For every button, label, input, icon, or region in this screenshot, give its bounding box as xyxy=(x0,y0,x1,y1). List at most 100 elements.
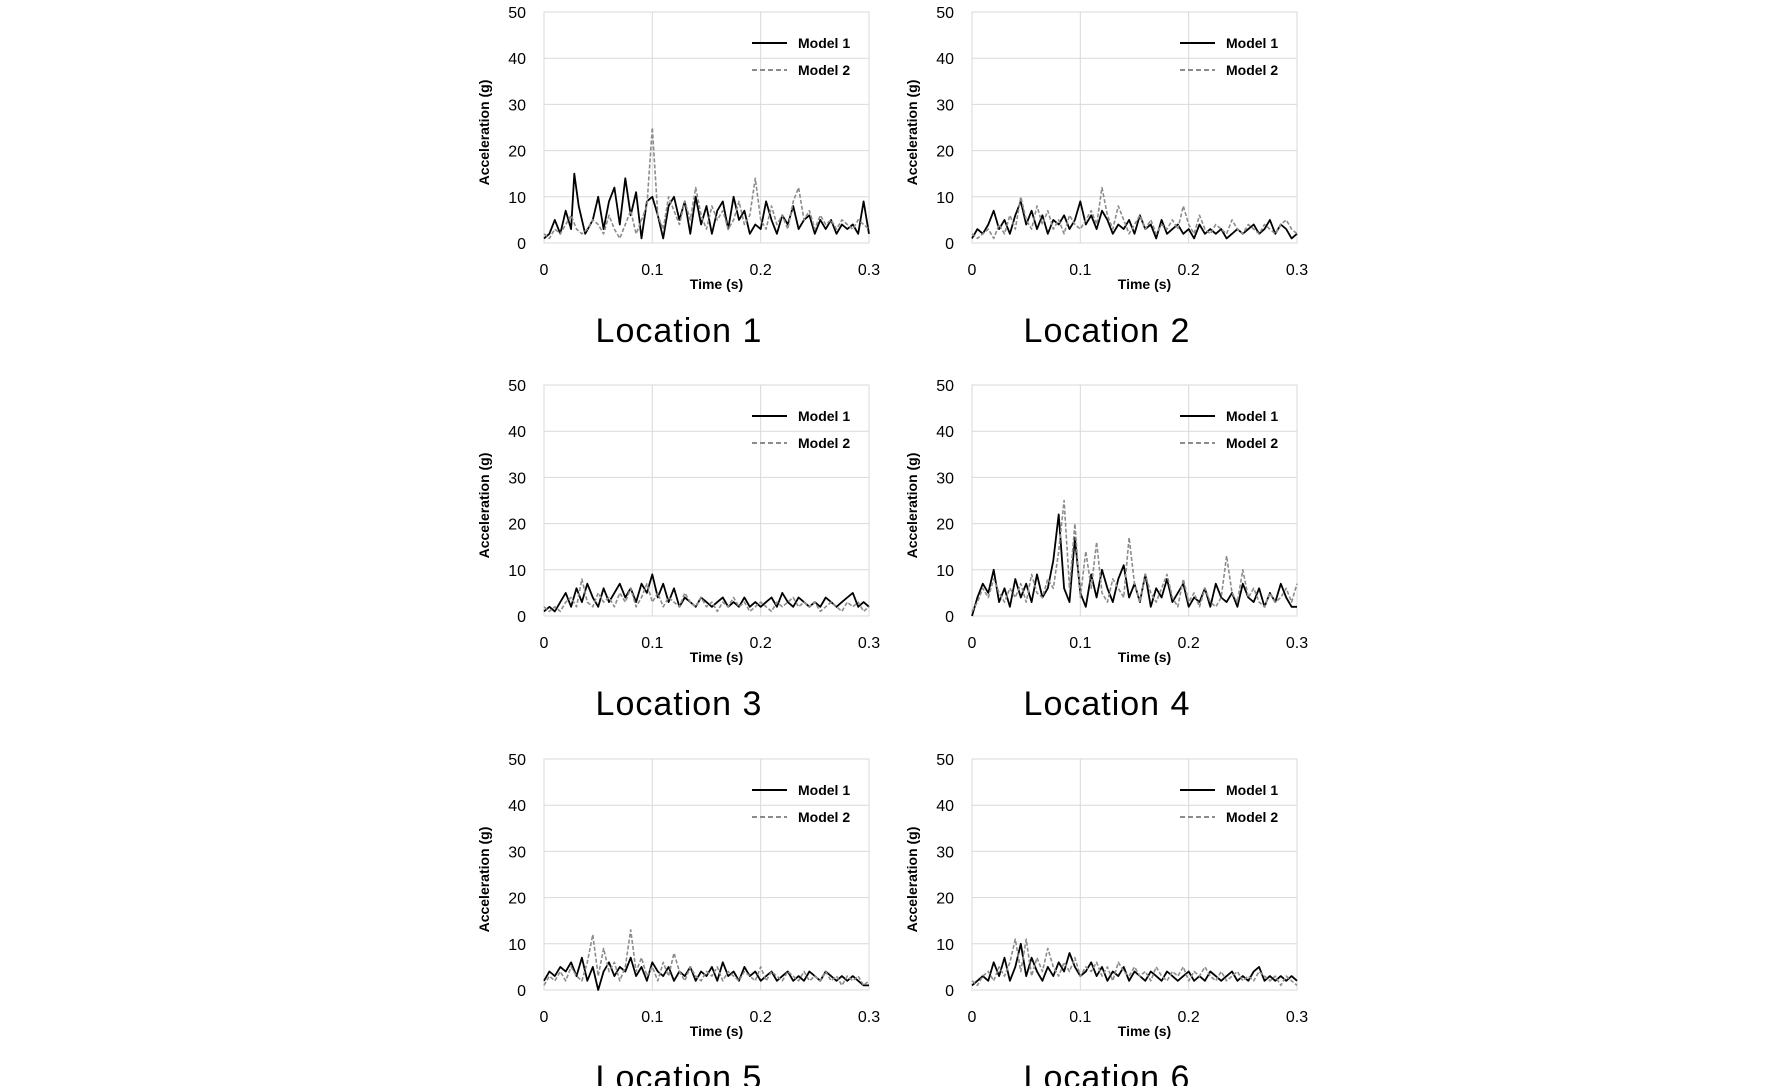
y-tick-label: 0 xyxy=(517,609,526,626)
x-tick-label: 0 xyxy=(540,635,549,652)
y-tick-label: 0 xyxy=(945,983,954,1000)
y-tick-label: 10 xyxy=(936,190,954,207)
legend-label: Model 2 xyxy=(798,435,850,451)
series-line-model-2 xyxy=(543,126,870,240)
x-tick-label: 0.2 xyxy=(750,635,772,652)
y-tick-label: 10 xyxy=(508,190,526,207)
chart-panel-2: 0 10 20 30 40 50 0 0.1 0.2 0.3 Time (s) Acceleratio… xyxy=(904,5,1308,350)
series-line-model-1 xyxy=(543,172,870,240)
y-tick-label: 50 xyxy=(936,5,954,22)
y-tick-label: 40 xyxy=(936,51,954,68)
y-tick-label: 10 xyxy=(936,937,954,954)
x-tick-label: 0 xyxy=(968,1009,977,1026)
y-tick-label: 30 xyxy=(508,844,526,861)
chart-panel-4: 0 10 20 30 40 50 0 0.1 0.2 0.3 Time (s) Acceleratio… xyxy=(904,378,1308,723)
x-tick-label: 0.2 xyxy=(1178,635,1200,652)
series-line-model-2 xyxy=(971,186,1298,240)
legend-label: Model 2 xyxy=(798,809,850,825)
y-tick-label: 20 xyxy=(508,891,526,908)
x-tick-label: 0.1 xyxy=(1069,262,1091,279)
legend-label: Model 1 xyxy=(1226,408,1278,424)
plot-area xyxy=(971,758,1298,991)
chart-panel-5: 0 10 20 30 40 50 0 0.1 0.2 0.3 Time (s) Acceleratio… xyxy=(476,752,880,1086)
x-axis-title: Time (s) xyxy=(690,649,743,665)
x-tick-label: 0.3 xyxy=(858,635,880,652)
x-tick-label: 0.3 xyxy=(858,262,880,279)
y-tick-label: 50 xyxy=(508,752,526,769)
x-axis-title: Time (s) xyxy=(1118,1023,1171,1039)
x-tick-label: 0.3 xyxy=(1286,1009,1308,1026)
y-tick-label: 30 xyxy=(936,844,954,861)
panel-caption: Location 1 xyxy=(596,312,763,350)
y-tick-label: 20 xyxy=(936,144,954,161)
y-tick-label: 50 xyxy=(508,378,526,395)
legend-label: Model 1 xyxy=(798,408,850,424)
x-tick-label: 0.1 xyxy=(1069,1009,1091,1026)
legend-label: Model 1 xyxy=(1226,782,1278,798)
y-tick-label: 30 xyxy=(936,97,954,114)
series-line-model-2 xyxy=(971,499,1298,612)
y-tick-label: 20 xyxy=(936,891,954,908)
chart-panel-3: 0 10 20 30 40 50 0 0.1 0.2 0.3 Time (s) Acceleratio… xyxy=(476,378,880,723)
legend-label: Model 1 xyxy=(798,35,850,51)
legend-label: Model 2 xyxy=(798,62,850,78)
x-tick-label: 0.3 xyxy=(1286,262,1308,279)
x-tick-label: 0.2 xyxy=(1178,1009,1200,1026)
x-tick-label: 0 xyxy=(968,635,977,652)
x-axis-title: Time (s) xyxy=(690,276,743,292)
x-tick-label: 0.1 xyxy=(641,635,663,652)
y-tick-label: 20 xyxy=(936,517,954,534)
y-axis-title: Acceleration (g) xyxy=(904,827,920,933)
panel-caption: Location 4 xyxy=(1024,685,1191,723)
y-axis-title: Acceleration (g) xyxy=(904,80,920,186)
x-axis-title: Time (s) xyxy=(690,1023,743,1039)
y-tick-label: 50 xyxy=(508,5,526,22)
x-tick-label: 0 xyxy=(540,1009,549,1026)
y-tick-label: 0 xyxy=(945,236,954,253)
y-axis-title: Acceleration (g) xyxy=(476,80,492,186)
panel-caption: Location 6 xyxy=(1024,1059,1191,1086)
y-tick-label: 30 xyxy=(508,97,526,114)
x-tick-label: 0.1 xyxy=(641,1009,663,1026)
x-tick-label: 0.3 xyxy=(1286,635,1308,652)
x-tick-label: 0.2 xyxy=(1178,262,1200,279)
x-tick-label: 0.3 xyxy=(858,1009,880,1026)
legend-label: Model 2 xyxy=(1226,809,1278,825)
y-tick-label: 0 xyxy=(517,236,526,253)
plot-area xyxy=(971,11,1298,244)
y-tick-label: 40 xyxy=(936,798,954,815)
y-axis-title: Acceleration (g) xyxy=(904,453,920,559)
x-tick-label: 0.1 xyxy=(641,262,663,279)
panel-caption: Location 2 xyxy=(1024,312,1191,350)
y-axis-title: Acceleration (g) xyxy=(476,453,492,559)
y-axis-title: Acceleration (g) xyxy=(476,827,492,933)
y-tick-label: 40 xyxy=(508,798,526,815)
legend-label: Model 1 xyxy=(798,782,850,798)
plot-area xyxy=(543,11,870,244)
y-tick-label: 50 xyxy=(936,378,954,395)
series-line-model-2 xyxy=(971,938,1298,987)
legend-label: Model 2 xyxy=(1226,435,1278,451)
legend-label: Model 1 xyxy=(1226,35,1278,51)
y-tick-label: 30 xyxy=(936,470,954,487)
x-tick-label: 0.2 xyxy=(750,262,772,279)
y-tick-label: 50 xyxy=(936,752,954,769)
x-tick-label: 0 xyxy=(968,262,977,279)
x-axis-title: Time (s) xyxy=(1118,649,1171,665)
y-tick-label: 30 xyxy=(508,470,526,487)
chart-panel-1: 0 10 20 30 40 50 0 0.1 0.2 0.3 Time (s) Acceleratio… xyxy=(476,5,880,350)
y-tick-label: 10 xyxy=(936,563,954,580)
y-tick-label: 0 xyxy=(945,609,954,626)
plot-area xyxy=(543,758,870,991)
x-tick-label: 0.2 xyxy=(750,1009,772,1026)
series-line-model-2 xyxy=(543,578,870,613)
y-tick-label: 40 xyxy=(508,51,526,68)
y-tick-label: 40 xyxy=(508,424,526,441)
y-tick-label: 40 xyxy=(936,424,954,441)
x-axis-title: Time (s) xyxy=(1118,276,1171,292)
x-tick-label: 0.1 xyxy=(1069,635,1091,652)
y-tick-label: 20 xyxy=(508,144,526,161)
plot-area xyxy=(543,384,870,617)
legend-label: Model 2 xyxy=(1226,62,1278,78)
